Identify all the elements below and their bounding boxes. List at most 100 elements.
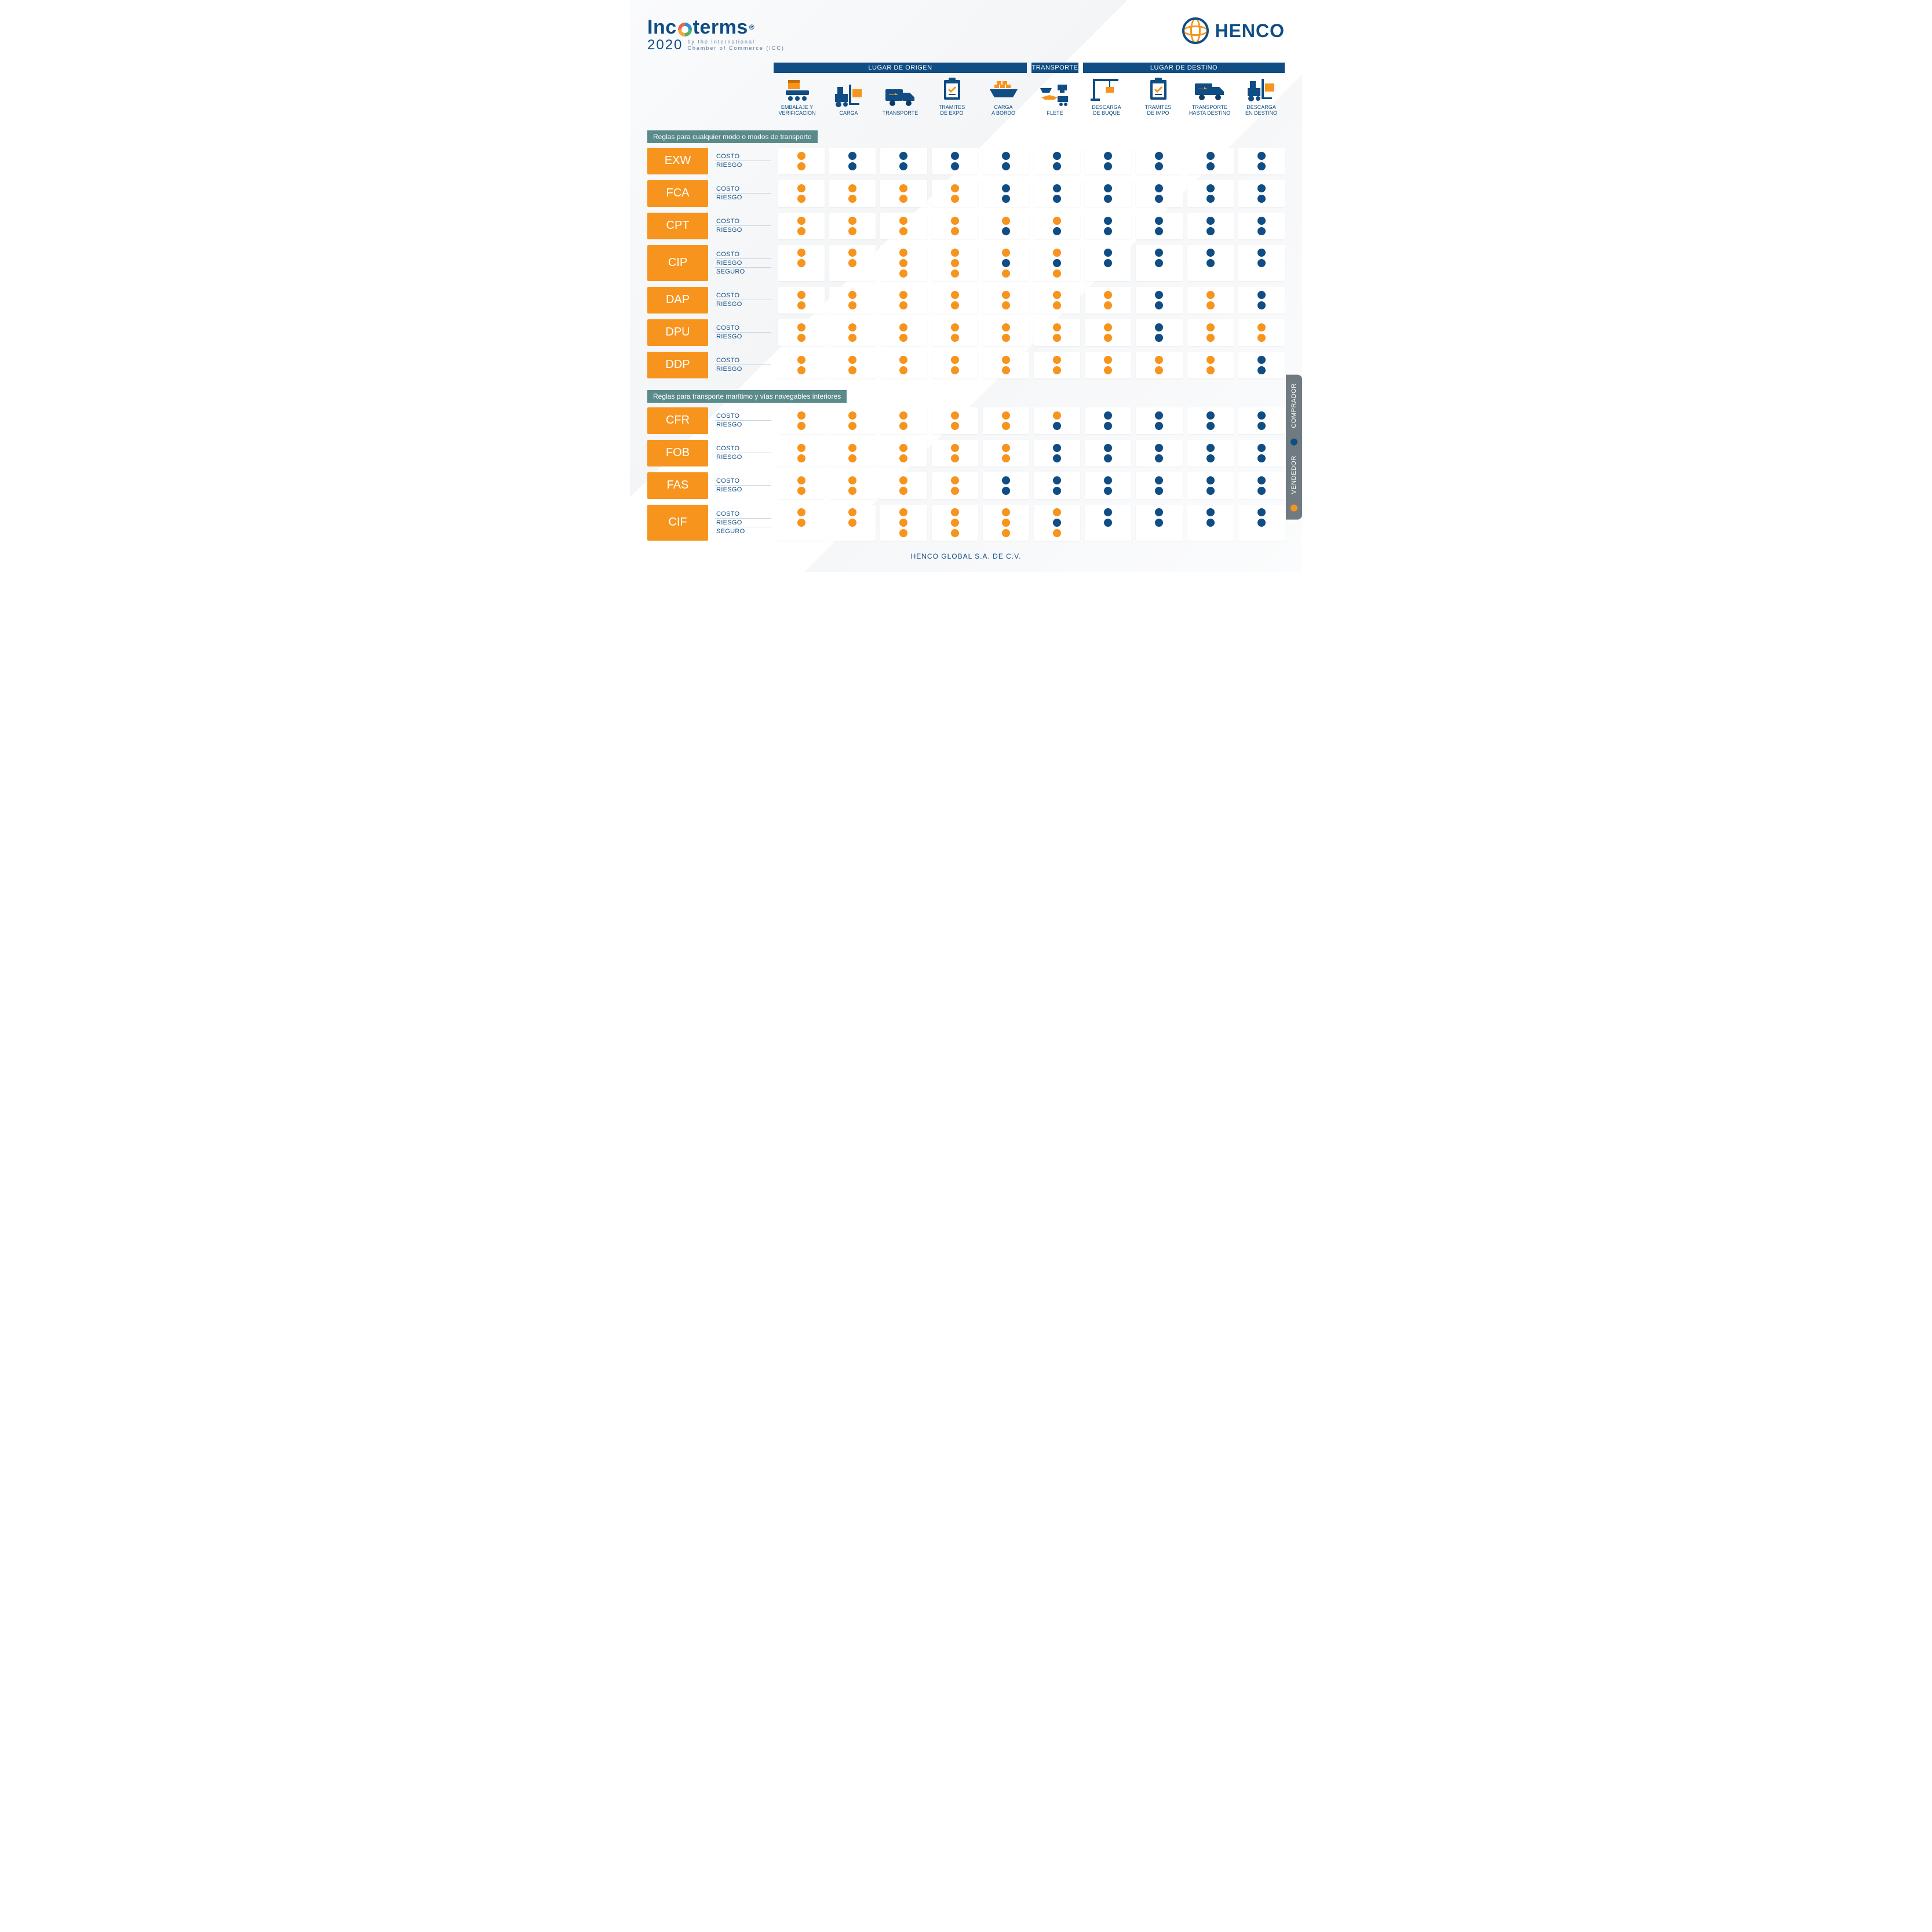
responsibility-dot: [1257, 422, 1266, 430]
responsibility-dot: [797, 152, 805, 160]
responsibility-dot: [951, 334, 959, 342]
row-label: RIESGO: [715, 365, 771, 373]
responsibility-dot: [1053, 152, 1061, 160]
responsibility-dot: [1104, 508, 1112, 516]
column-header: CARGA: [825, 82, 872, 116]
stage-cell: [1187, 472, 1234, 499]
responsibility-dot: [951, 291, 959, 299]
responsibility-dot: [848, 301, 856, 309]
responsibility-dot: [1206, 508, 1215, 516]
responsibility-dot: [1104, 422, 1112, 430]
responsibility-dot: [899, 508, 907, 516]
row-label: RIESGO: [715, 300, 771, 308]
responsibility-dot: [1155, 323, 1163, 331]
responsibility-dot: [1053, 259, 1061, 267]
responsibility-dot: [1002, 454, 1010, 462]
responsibility-dot: [1257, 529, 1266, 537]
responsibility-dot: [797, 323, 805, 331]
stage-cell: [829, 180, 876, 207]
responsibility-dot: [1002, 411, 1010, 420]
responsibility-dot: [1053, 476, 1061, 484]
stage-cell: [1085, 213, 1131, 239]
row-label: COSTO: [715, 152, 771, 161]
responsibility-dot: [1002, 323, 1010, 331]
stage-cell: [1034, 245, 1080, 281]
stage-cell: [932, 213, 978, 239]
responsibility-dot: [1104, 301, 1112, 309]
term-code: CIF: [647, 505, 708, 541]
responsibility-dot: [1155, 227, 1163, 235]
responsibility-dot: [848, 422, 856, 430]
responsibility-dot: [1155, 508, 1163, 516]
term-labels: COSTORIESGO: [713, 287, 774, 314]
responsibility-dot: [1053, 301, 1061, 309]
section-bar: TRANSPORTE: [1031, 63, 1078, 73]
responsibility-dot: [797, 422, 805, 430]
responsibility-dot: [1206, 422, 1215, 430]
truck-icon: [877, 82, 924, 108]
term-row: DDPCOSTORIESGO: [647, 352, 1285, 378]
responsibility-dot: [1104, 476, 1112, 484]
responsibility-dot: [951, 184, 959, 192]
term-code: DPU: [647, 319, 708, 346]
responsibility-dot: [1257, 444, 1266, 452]
responsibility-dot: [1206, 356, 1215, 364]
responsibility-dot: [1104, 356, 1112, 364]
stage-cell: [983, 440, 1029, 466]
responsibility-dot: [1053, 334, 1061, 342]
responsibility-dot: [951, 301, 959, 309]
responsibility-dot: [1053, 162, 1061, 170]
responsibility-dot: [1002, 301, 1010, 309]
column-label: TRANSPORTE: [877, 110, 924, 116]
stage-cell: [829, 148, 876, 174]
responsibility-dot: [797, 269, 805, 278]
page: Incterms® 2020 by the International Cham…: [630, 0, 1302, 572]
term-row: EXWCOSTORIESGO: [647, 148, 1285, 174]
responsibility-dot: [1002, 334, 1010, 342]
responsibility-dot: [1155, 269, 1163, 278]
terms-table: Reglas para cualquier modo o modos de tr…: [647, 125, 1285, 541]
responsibility-dot: [899, 356, 907, 364]
stage-cell: [880, 440, 927, 466]
stage-cell: [1034, 440, 1080, 466]
stage-cell: [1238, 245, 1285, 281]
term-code: FOB: [647, 440, 708, 466]
responsibility-dot: [1104, 334, 1112, 342]
term-labels: COSTORIESGO: [713, 213, 774, 239]
responsibility-dot: [1206, 444, 1215, 452]
responsibility-dot: [1104, 454, 1112, 462]
stage-cell: [1187, 148, 1234, 174]
responsibility-dot: [848, 184, 856, 192]
responsibility-dot: [1053, 366, 1061, 374]
responsibility-dot: [1257, 487, 1266, 495]
stage-cell: [983, 352, 1029, 378]
term-row: CIFCOSTORIESGOSEGURO: [647, 505, 1285, 541]
responsibility-dot: [1206, 162, 1215, 170]
stage-cell: [880, 352, 927, 378]
responsibility-dot: [1155, 444, 1163, 452]
responsibility-dot: [1206, 334, 1215, 342]
responsibility-dot: [1257, 184, 1266, 192]
responsibility-dot: [951, 195, 959, 203]
stage-cell: [932, 440, 978, 466]
responsibility-dot: [1002, 269, 1010, 278]
responsibility-dot: [1257, 195, 1266, 203]
column-header: TRANSPORTE: [877, 82, 924, 116]
stage-cell: [778, 472, 825, 499]
responsibility-dot: [1053, 519, 1061, 527]
responsibility-dot: [1155, 519, 1163, 527]
row-label: COSTO: [715, 324, 771, 333]
responsibility-dot: [1002, 162, 1010, 170]
globe-icon: [1182, 17, 1209, 44]
responsibility-dot: [848, 444, 856, 452]
responsibility-dot: [797, 291, 805, 299]
responsibility-dot: [951, 356, 959, 364]
responsibility-dot: [1155, 422, 1163, 430]
stage-cell: [983, 245, 1029, 281]
group-title: Reglas para transporte marítimo y vías n…: [647, 390, 847, 403]
column-label: DESCARGA: [1083, 104, 1130, 110]
responsibility-dot: [1257, 217, 1266, 225]
stage-cell: [829, 472, 876, 499]
stage-cell: [829, 505, 876, 541]
responsibility-dot: [1002, 366, 1010, 374]
